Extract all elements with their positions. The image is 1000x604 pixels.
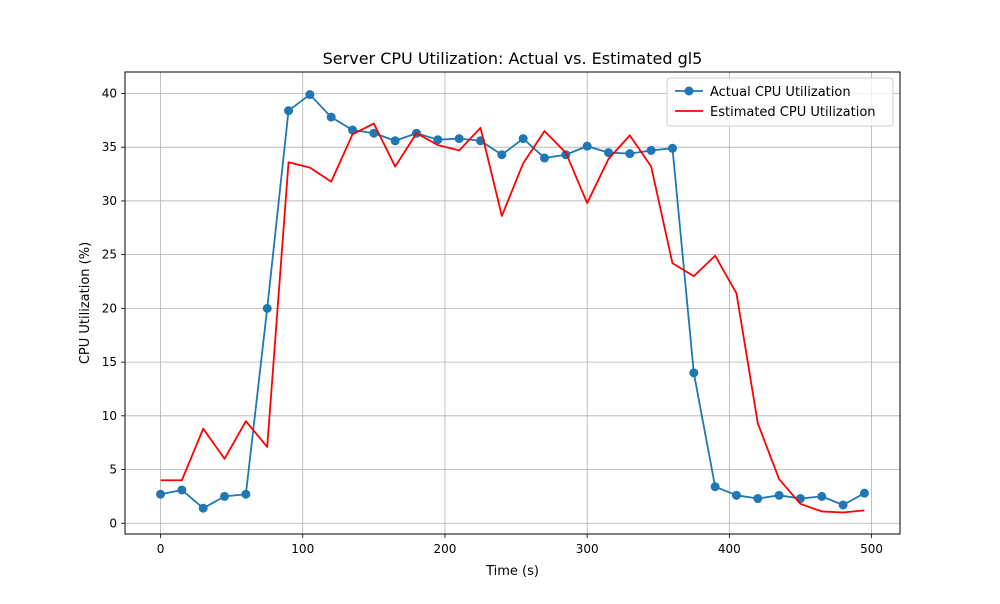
x-tick-label: 100: [291, 542, 314, 556]
series-actual: [156, 90, 869, 513]
data-point: [454, 134, 464, 144]
data-point: [390, 136, 400, 146]
data-point: [433, 135, 443, 145]
legend: Actual CPU Utilization Estimated CPU Util…: [666, 77, 894, 127]
x-tick-label: 300: [576, 542, 599, 556]
series-line: [160, 122, 865, 514]
y-tick-label: 10: [102, 409, 117, 423]
legend-box: [666, 77, 894, 127]
legend-label: Estimated CPU Utilization: [710, 105, 876, 120]
data-point: [667, 143, 677, 153]
y-tick-label: 15: [102, 355, 117, 369]
legend-label: Actual CPU Utilization: [710, 85, 851, 100]
data-point: [305, 90, 315, 100]
data-point: [198, 503, 208, 513]
data-point: [326, 112, 336, 122]
chart-title: Server CPU Utilization: Actual vs. Estim…: [323, 49, 703, 68]
legend-marker: [684, 86, 694, 96]
data-point: [731, 490, 741, 500]
data-point: [817, 491, 827, 501]
data-point: [177, 485, 187, 495]
data-point: [220, 491, 230, 501]
y-axis-label: CPU Utilization (%): [78, 242, 93, 364]
y-tick-label: 25: [102, 248, 117, 262]
y-tick-label: 40: [102, 86, 117, 100]
x-tick-label: 200: [434, 542, 457, 556]
data-point: [582, 141, 592, 151]
data-point: [710, 482, 720, 492]
data-point: [284, 106, 294, 116]
data-point: [539, 153, 549, 163]
x-tick-label: 0: [157, 542, 165, 556]
y-tick-label: 30: [102, 194, 117, 208]
data-point: [156, 489, 166, 499]
series-estimated: [160, 122, 865, 514]
data-point: [795, 494, 805, 504]
data-point: [497, 150, 507, 160]
x-axis-label: Time (s): [485, 564, 539, 579]
y-tick-label: 20: [102, 301, 117, 315]
y-tick-label: 35: [102, 140, 117, 154]
data-point: [241, 489, 251, 499]
data-point: [859, 488, 869, 498]
data-point: [753, 494, 763, 504]
data-point: [603, 148, 613, 158]
plot-frame: [124, 71, 901, 535]
y-tick-label: 5: [109, 463, 117, 477]
data-point: [689, 368, 699, 378]
axis-ticks: 0 100 200 300 400 500 0 5 10 15 20 25 30 35 40: [102, 86, 883, 556]
x-tick-label: 400: [718, 542, 741, 556]
data-point: [646, 145, 656, 155]
grid-lines: [125, 72, 900, 534]
data-point: [262, 303, 272, 313]
x-tick-label: 500: [860, 542, 883, 556]
data-point: [625, 149, 635, 159]
data-point: [838, 500, 848, 510]
series-line: [160, 93, 865, 510]
data-point: [774, 490, 784, 500]
data-point: [518, 134, 528, 144]
data-point: [369, 128, 379, 138]
y-tick-label: 0: [109, 516, 117, 530]
series-lines: [156, 90, 869, 514]
